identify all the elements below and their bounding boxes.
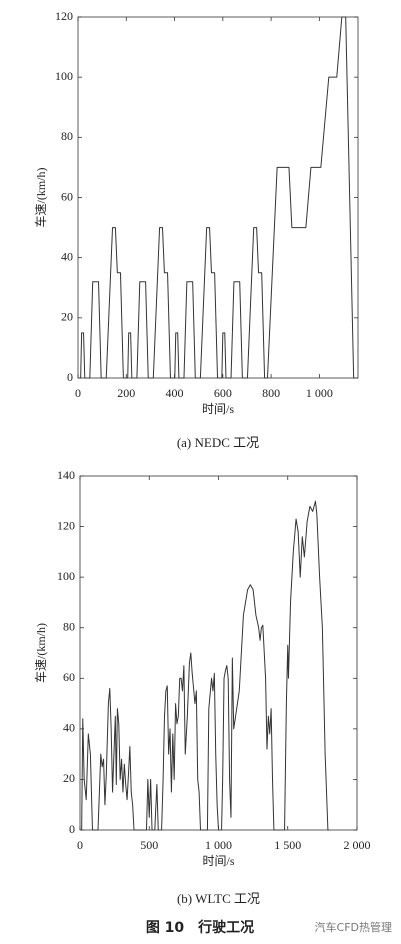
y-tick-label: 100 xyxy=(57,569,75,583)
y-axis-label: 车速/(km/h) xyxy=(33,623,48,683)
y-tick-label: 0 xyxy=(69,822,75,836)
x-tick-label: 0 xyxy=(75,386,81,400)
speed-line xyxy=(80,500,330,831)
y-tick-label: 20 xyxy=(63,771,75,785)
plot-frame xyxy=(77,16,359,379)
x-axis-label: 时间/s xyxy=(202,402,234,416)
y-tick-label: 80 xyxy=(61,129,73,143)
y-tick-label: 0 xyxy=(67,370,73,384)
x-tick-label: 1 500 xyxy=(274,838,301,852)
x-tick-label: 400 xyxy=(166,386,184,400)
y-tick-label: 120 xyxy=(55,9,73,23)
y-tick-label: 20 xyxy=(61,310,73,324)
x-tick-label: 0 xyxy=(77,838,83,852)
chart-title: (b) WLTC 工况 xyxy=(177,891,260,906)
y-axis-label: 车速/(km/h) xyxy=(33,168,48,228)
x-tick-label: 1 000 xyxy=(306,386,333,400)
x-axis-label: 时间/s xyxy=(202,854,234,868)
figure-caption: 图 10 行驶工况 xyxy=(146,919,254,936)
x-tick-label: 1 000 xyxy=(205,838,232,852)
speed-line xyxy=(78,16,358,379)
y-tick-label: 120 xyxy=(57,518,75,532)
x-tick-label: 200 xyxy=(117,386,135,400)
x-tick-label: 500 xyxy=(140,838,158,852)
watermark: 汽车CFD热管理 xyxy=(315,920,392,934)
chart-title: (a) NEDC 工况 xyxy=(177,435,259,450)
y-tick-label: 140 xyxy=(57,468,75,482)
y-tick-label: 60 xyxy=(61,189,73,203)
x-tick-label: 2 000 xyxy=(344,838,371,852)
y-tick-label: 40 xyxy=(63,721,75,735)
y-tick-label: 40 xyxy=(61,249,73,263)
y-tick-label: 60 xyxy=(63,670,75,684)
y-tick-label: 100 xyxy=(55,69,73,83)
x-tick-label: 600 xyxy=(214,386,232,400)
plot-frame xyxy=(79,475,358,831)
x-tick-label: 800 xyxy=(262,386,280,400)
y-tick-label: 80 xyxy=(63,619,75,633)
